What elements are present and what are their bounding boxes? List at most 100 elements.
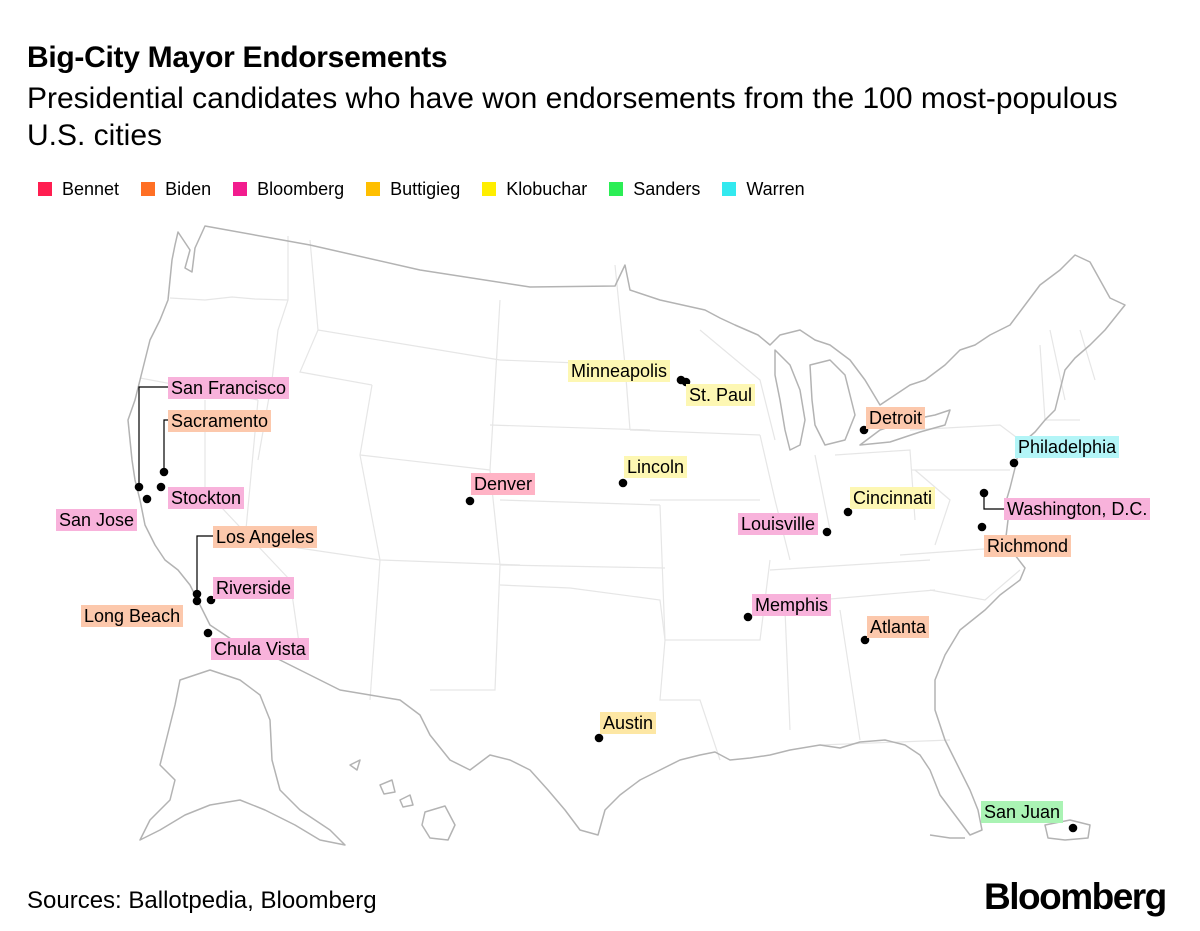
city-label-san-jose: San Jose: [56, 509, 138, 531]
border-ca-nv: [204, 400, 301, 651]
city-dot-los-angeles: [192, 589, 202, 599]
city-dot-philadelphia: [1009, 458, 1019, 468]
city-dot-san-juan: [1068, 823, 1078, 833]
border-il: [759, 434, 791, 561]
legend-label-bloomberg: Bloomberg: [257, 179, 345, 199]
city-label-atlanta: Atlanta: [867, 616, 930, 638]
legend-swatch-warren: [722, 182, 737, 196]
leader-line-washington-dc: [983, 493, 1004, 510]
state-borders: [139, 236, 1096, 761]
border-me: [1079, 329, 1096, 381]
border-in: [814, 454, 831, 531]
city-label-los-angeles: Los Angeles: [213, 526, 318, 548]
city-dot-san-francisco: [134, 482, 144, 492]
city-dot-stockton: [156, 482, 166, 492]
bloomberg-logo: Bloomberg: [984, 876, 1167, 917]
border-ar-la: [659, 639, 721, 761]
border-wi-mi: [699, 329, 776, 441]
city-label-riverside: Riverside: [213, 577, 295, 599]
legend-label-biden: Biden: [165, 179, 212, 199]
border-mt-south: [317, 329, 501, 361]
border-wy-co: [359, 454, 491, 471]
border-wa-or: [169, 296, 289, 301]
hawaii-2: [379, 779, 396, 795]
border-az-nm: [369, 559, 381, 701]
legend: Bennet Biden Bloomberg Buttigieg Klobuch…: [38, 178, 827, 200]
border-pa-ny: [909, 424, 1021, 441]
city-label-sacramento: Sacramento: [168, 410, 272, 432]
alaska: [139, 669, 346, 846]
city-label-richmond: Richmond: [984, 535, 1072, 557]
legend-swatch-sanders: [609, 182, 624, 196]
border-mn-ia: [629, 429, 761, 436]
city-label-st-paul: St. Paul: [686, 384, 756, 406]
hawaii-4: [421, 805, 456, 841]
city-dot-louisville: [822, 527, 832, 537]
border-ut-co-west: [359, 384, 381, 561]
border-al-ga: [839, 609, 861, 741]
chart-title: Big-City Mayor Endorsements: [27, 41, 448, 74]
city-label-philadelphia: Philadelphia: [1015, 436, 1120, 458]
legend-label-klobuchar: Klobuchar: [506, 179, 588, 199]
city-label-minneapolis: Minneapolis: [568, 360, 671, 382]
city-dot-richmond: [977, 522, 987, 532]
city-label-detroit: Detroit: [866, 407, 926, 429]
puerto-rico: [1044, 819, 1091, 841]
legend-swatch-bennet: [38, 182, 52, 196]
border-ms-al: [784, 609, 791, 731]
legend-label-buttigieg: Buttigieg: [390, 179, 461, 199]
city-dot-washington-dc: [979, 488, 989, 498]
city-dot-san-jose: [142, 494, 152, 504]
border-nd-mn: [614, 264, 631, 431]
border-nc-sc: [929, 569, 1021, 601]
city-label-cincinnati: Cincinnati: [850, 487, 936, 509]
city-label-denver: Denver: [471, 473, 536, 495]
border-id-west: [257, 236, 289, 461]
city-dots: [134, 375, 1078, 833]
leader-line-sacramento: [163, 419, 169, 472]
legend-swatch-bloomberg: [233, 182, 248, 196]
city-label-san-juan: San Juan: [981, 801, 1064, 823]
legend-item-klobuchar: Klobuchar: [482, 178, 587, 200]
city-label-long-beach: Long Beach: [81, 605, 184, 627]
city-dot-lincoln: [618, 478, 628, 488]
city-label-lincoln: Lincoln: [624, 456, 688, 478]
michigan-lower: [809, 359, 856, 446]
leader-line-los-angeles: [196, 535, 213, 593]
us-outline: [127, 225, 1126, 836]
leader-line-san-francisco: [138, 386, 169, 487]
border-wy-east: [489, 299, 501, 566]
legend-swatch-buttigieg: [366, 182, 381, 196]
legend-swatch-klobuchar: [482, 182, 497, 196]
city-dot-memphis: [743, 612, 753, 622]
border-ny-ne: [1039, 344, 1080, 421]
city-label-stockton: Stockton: [168, 487, 245, 509]
city-dot-sacramento: [159, 467, 169, 477]
chart-subtitle: Presidential candidates who have won end…: [27, 82, 1118, 152]
leader-lines: [138, 386, 1004, 593]
florida-keys: [929, 834, 965, 839]
border-sd-ne: [489, 424, 651, 431]
city-dot-denver: [465, 496, 475, 506]
hawaii-1: [349, 759, 361, 771]
city-label-austin: Austin: [600, 712, 657, 734]
city-label-louisville: Louisville: [738, 513, 819, 535]
legend-item-buttigieg: Buttigieg: [366, 178, 460, 200]
hawaii-3: [399, 794, 414, 808]
legend-item-biden: Biden: [141, 178, 211, 200]
border-ne-ks: [499, 499, 661, 506]
border-id-mt: [299, 239, 373, 386]
source-note: Sources: Ballotpedia, Bloomberg: [27, 887, 377, 914]
legend-label-bennet: Bennet: [62, 179, 120, 199]
border-vt-nh: [1049, 329, 1066, 401]
border-wv: [914, 469, 951, 546]
city-label-washington-dc: Washington, D.C.: [1004, 498, 1151, 520]
legend-item-bennet: Bennet: [38, 178, 119, 200]
legend-label-sanders: Sanders: [633, 179, 701, 199]
city-dot-cincinnati: [843, 507, 853, 517]
border-ok-tx: [499, 584, 666, 641]
border-ks-ok: [499, 564, 666, 569]
legend-swatch-biden: [141, 182, 156, 196]
city-label-memphis: Memphis: [752, 594, 832, 616]
